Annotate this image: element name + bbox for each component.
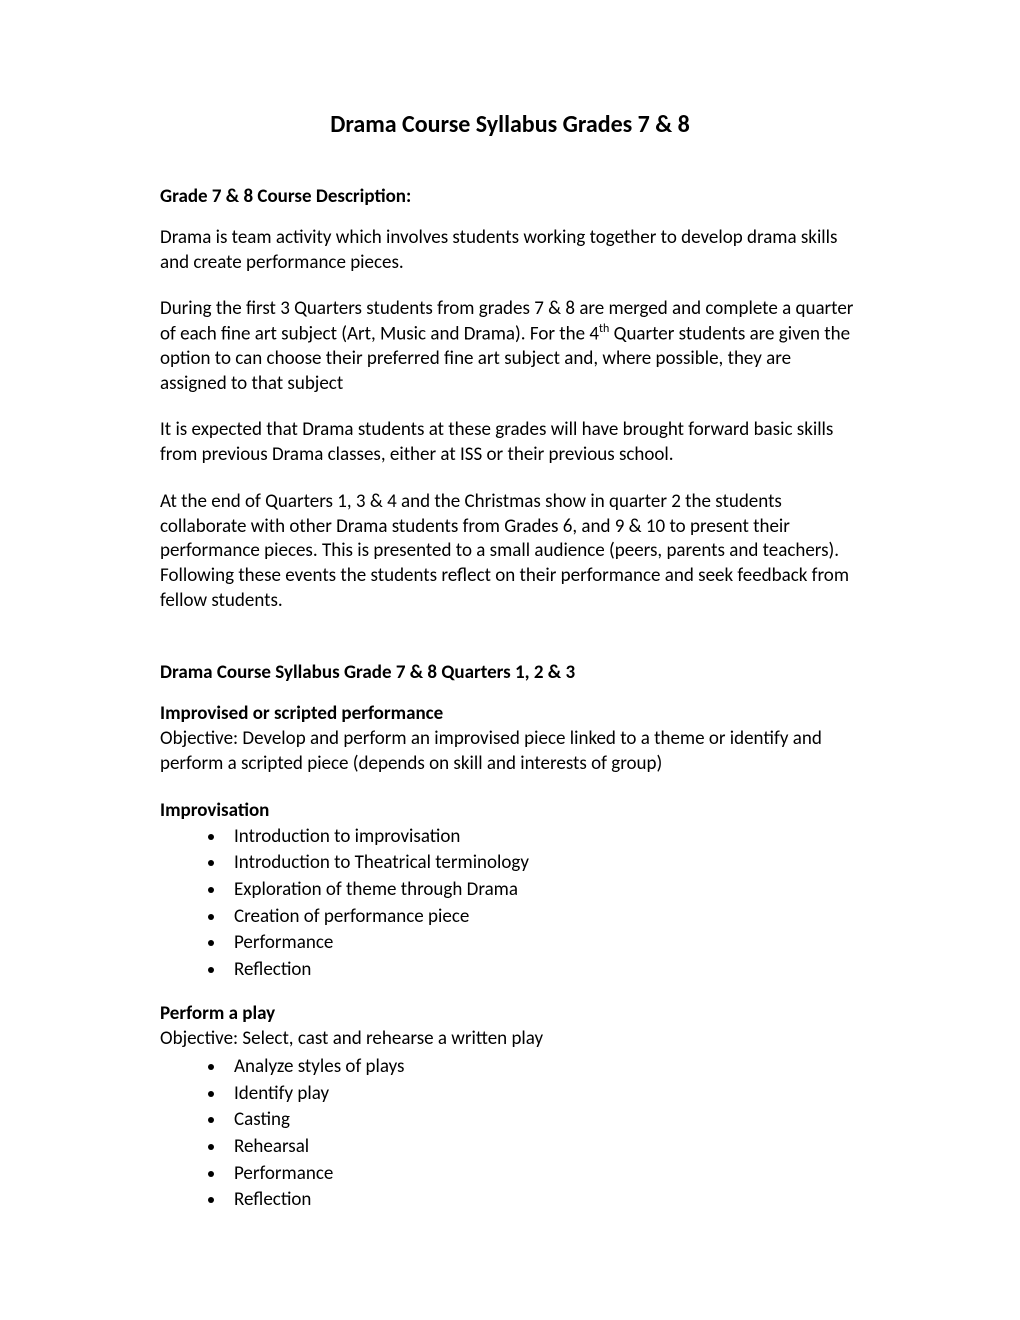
perform-play-heading: Perform a play (160, 1002, 860, 1025)
improvised-scripted-objective: Objective: Develop and perform an improv… (160, 727, 860, 776)
list-item: Rehearsal (226, 1134, 860, 1160)
paragraph-collaboration: At the end of Quarters 1, 3 & 4 and the … (160, 490, 860, 613)
paragraph-intro: Drama is team activity which involves st… (160, 226, 860, 275)
perform-play-objective: Objective: Select, cast and rehearse a w… (160, 1027, 860, 1052)
list-item: Reflection (226, 1187, 860, 1213)
paragraph-expectation: It is expected that Drama students at th… (160, 418, 860, 467)
list-item: Performance (226, 930, 860, 956)
course-description-heading: Grade 7 & 8 Course Description: (160, 185, 860, 208)
list-item: Introduction to Theatrical terminology (226, 850, 860, 876)
page-title: Drama Course Syllabus Grades 7 & 8 (160, 110, 860, 139)
list-item: Identify play (226, 1081, 860, 1107)
list-item: Analyze styles of plays (226, 1054, 860, 1080)
superscript-th: th (599, 322, 609, 336)
improvisation-list: Introduction to improvisation Introducti… (160, 824, 860, 983)
list-item: Reflection (226, 957, 860, 983)
perform-play-list: Analyze styles of plays Identify play Ca… (160, 1054, 860, 1213)
document-page: Drama Course Syllabus Grades 7 & 8 Grade… (0, 0, 1020, 1320)
spacer (160, 635, 860, 661)
list-item: Creation of performance piece (226, 904, 860, 930)
syllabus-heading: Drama Course Syllabus Grade 7 & 8 Quarte… (160, 661, 860, 684)
list-item: Introduction to improvisation (226, 824, 860, 850)
improvisation-heading: Improvisation (160, 799, 860, 822)
improvised-scripted-heading: Improvised or scripted performance (160, 702, 860, 725)
list-item: Casting (226, 1107, 860, 1133)
list-item: Performance (226, 1161, 860, 1187)
list-item: Exploration of theme through Drama (226, 877, 860, 903)
paragraph-quarters: During the first 3 Quarters students fro… (160, 297, 860, 396)
